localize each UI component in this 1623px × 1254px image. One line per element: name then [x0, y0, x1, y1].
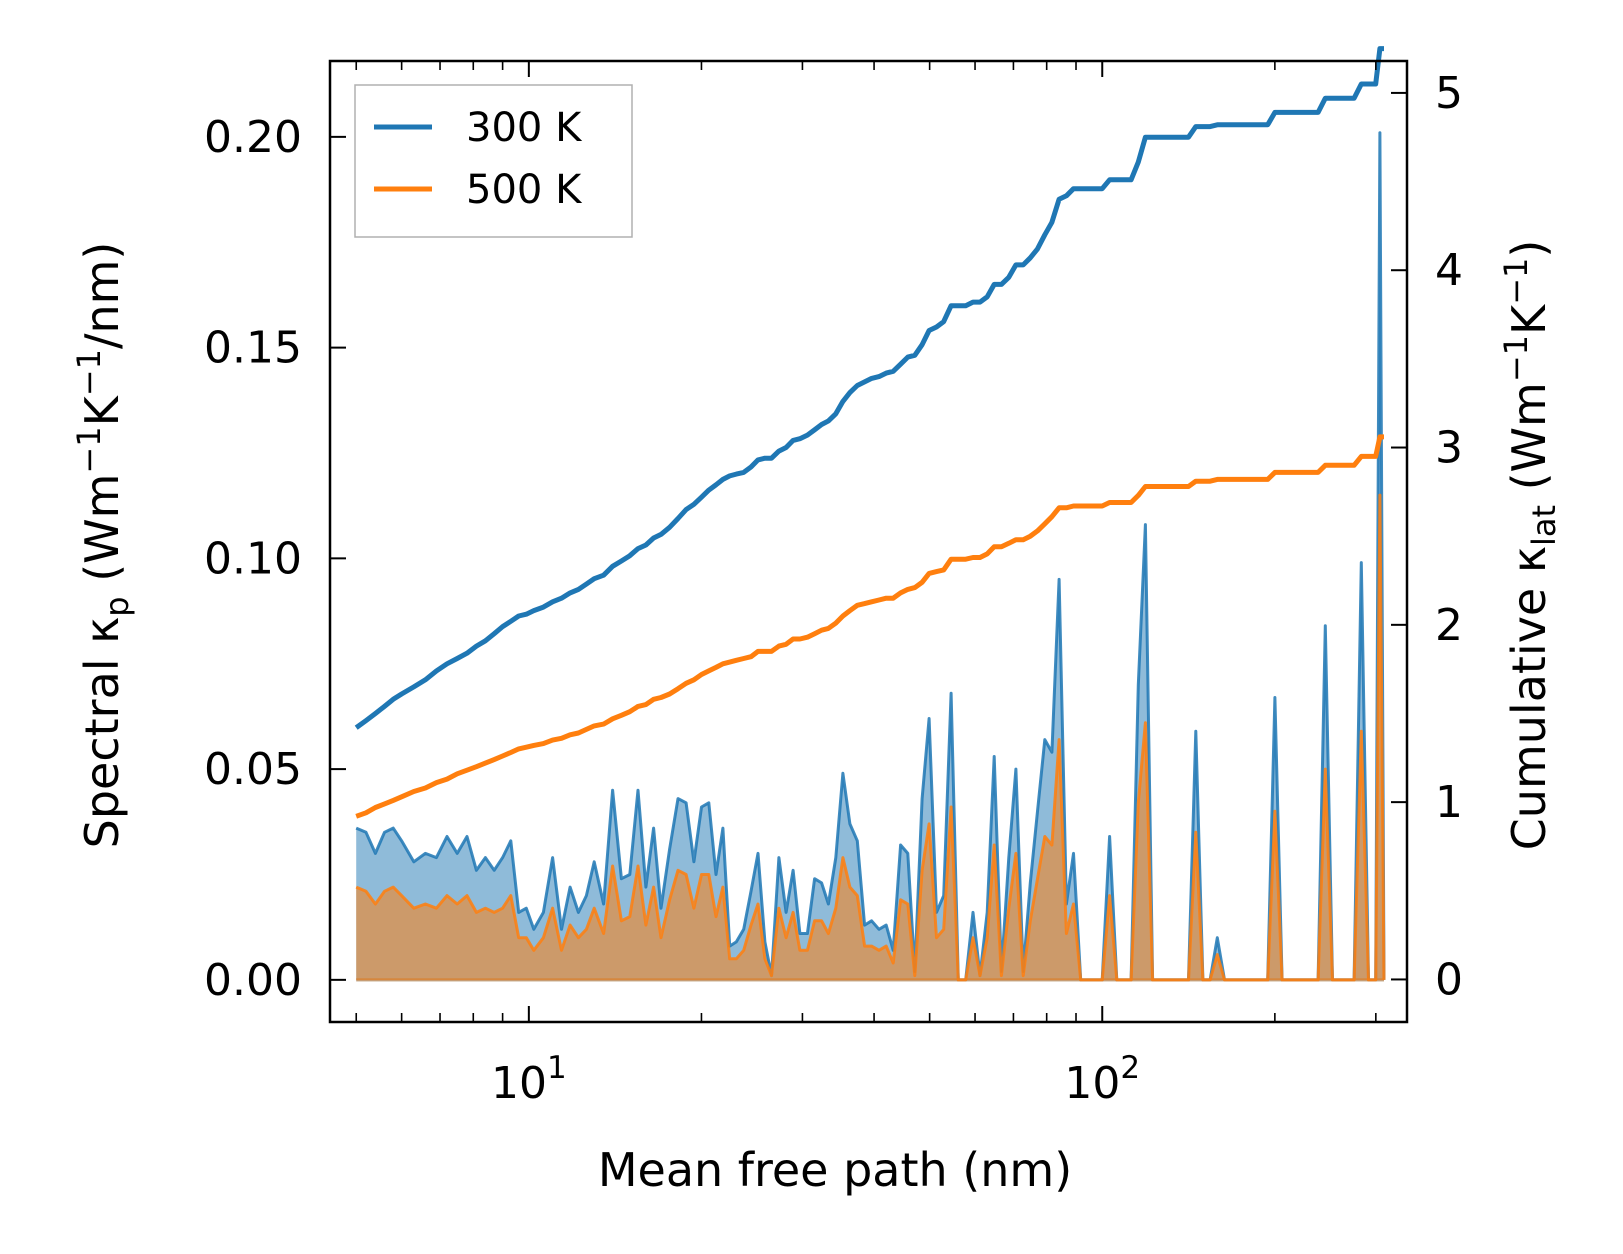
legend-label-500k: 500 K	[466, 167, 583, 213]
y-axis-right-label: Cumulative κlat (Wm−1K−1)	[1497, 240, 1563, 851]
cumulative-line-500k	[355, 434, 1384, 819]
y-right-tick-label: 4	[1435, 245, 1463, 296]
y-left-tick-label: 0.00	[204, 955, 302, 1006]
x-axis-label: Mean free path (nm)	[598, 1143, 1072, 1197]
y-axis-left-label: Spectral κp (Wm−1K−1/nm)	[70, 242, 136, 849]
plot-area	[354, 46, 1386, 982]
y-left-tick-label: 0.10	[204, 533, 302, 584]
y-right-tick-label: 2	[1435, 600, 1463, 651]
spectral-area-500k	[356, 495, 1385, 980]
y-left-tick-label: 0.15	[204, 323, 302, 374]
legend: 300 K 500 K	[354, 84, 633, 238]
x-tick-label: 101	[491, 1050, 567, 1109]
x-tick-label: 102	[1064, 1050, 1140, 1109]
y-right-tick-label: 5	[1435, 68, 1463, 119]
y-right-tick-label: 3	[1435, 423, 1463, 474]
cumulative-line-300k	[354, 46, 1384, 730]
y-right-tick-label: 0	[1435, 954, 1463, 1005]
spectral-area-300k	[356, 132, 1385, 980]
plot-frame	[328, 59, 1409, 1024]
y-left-tick-label: 0.20	[204, 112, 302, 163]
legend-frame	[354, 84, 633, 238]
y-right-tick-label: 1	[1435, 777, 1463, 828]
legend-label-300k: 300 K	[466, 105, 583, 151]
axes: 101 102 0.00 0.05 0.10 0.15 0.20 0 1 2 3 4 5	[204, 59, 1463, 1109]
y-left-tick-label: 0.05	[204, 744, 302, 795]
